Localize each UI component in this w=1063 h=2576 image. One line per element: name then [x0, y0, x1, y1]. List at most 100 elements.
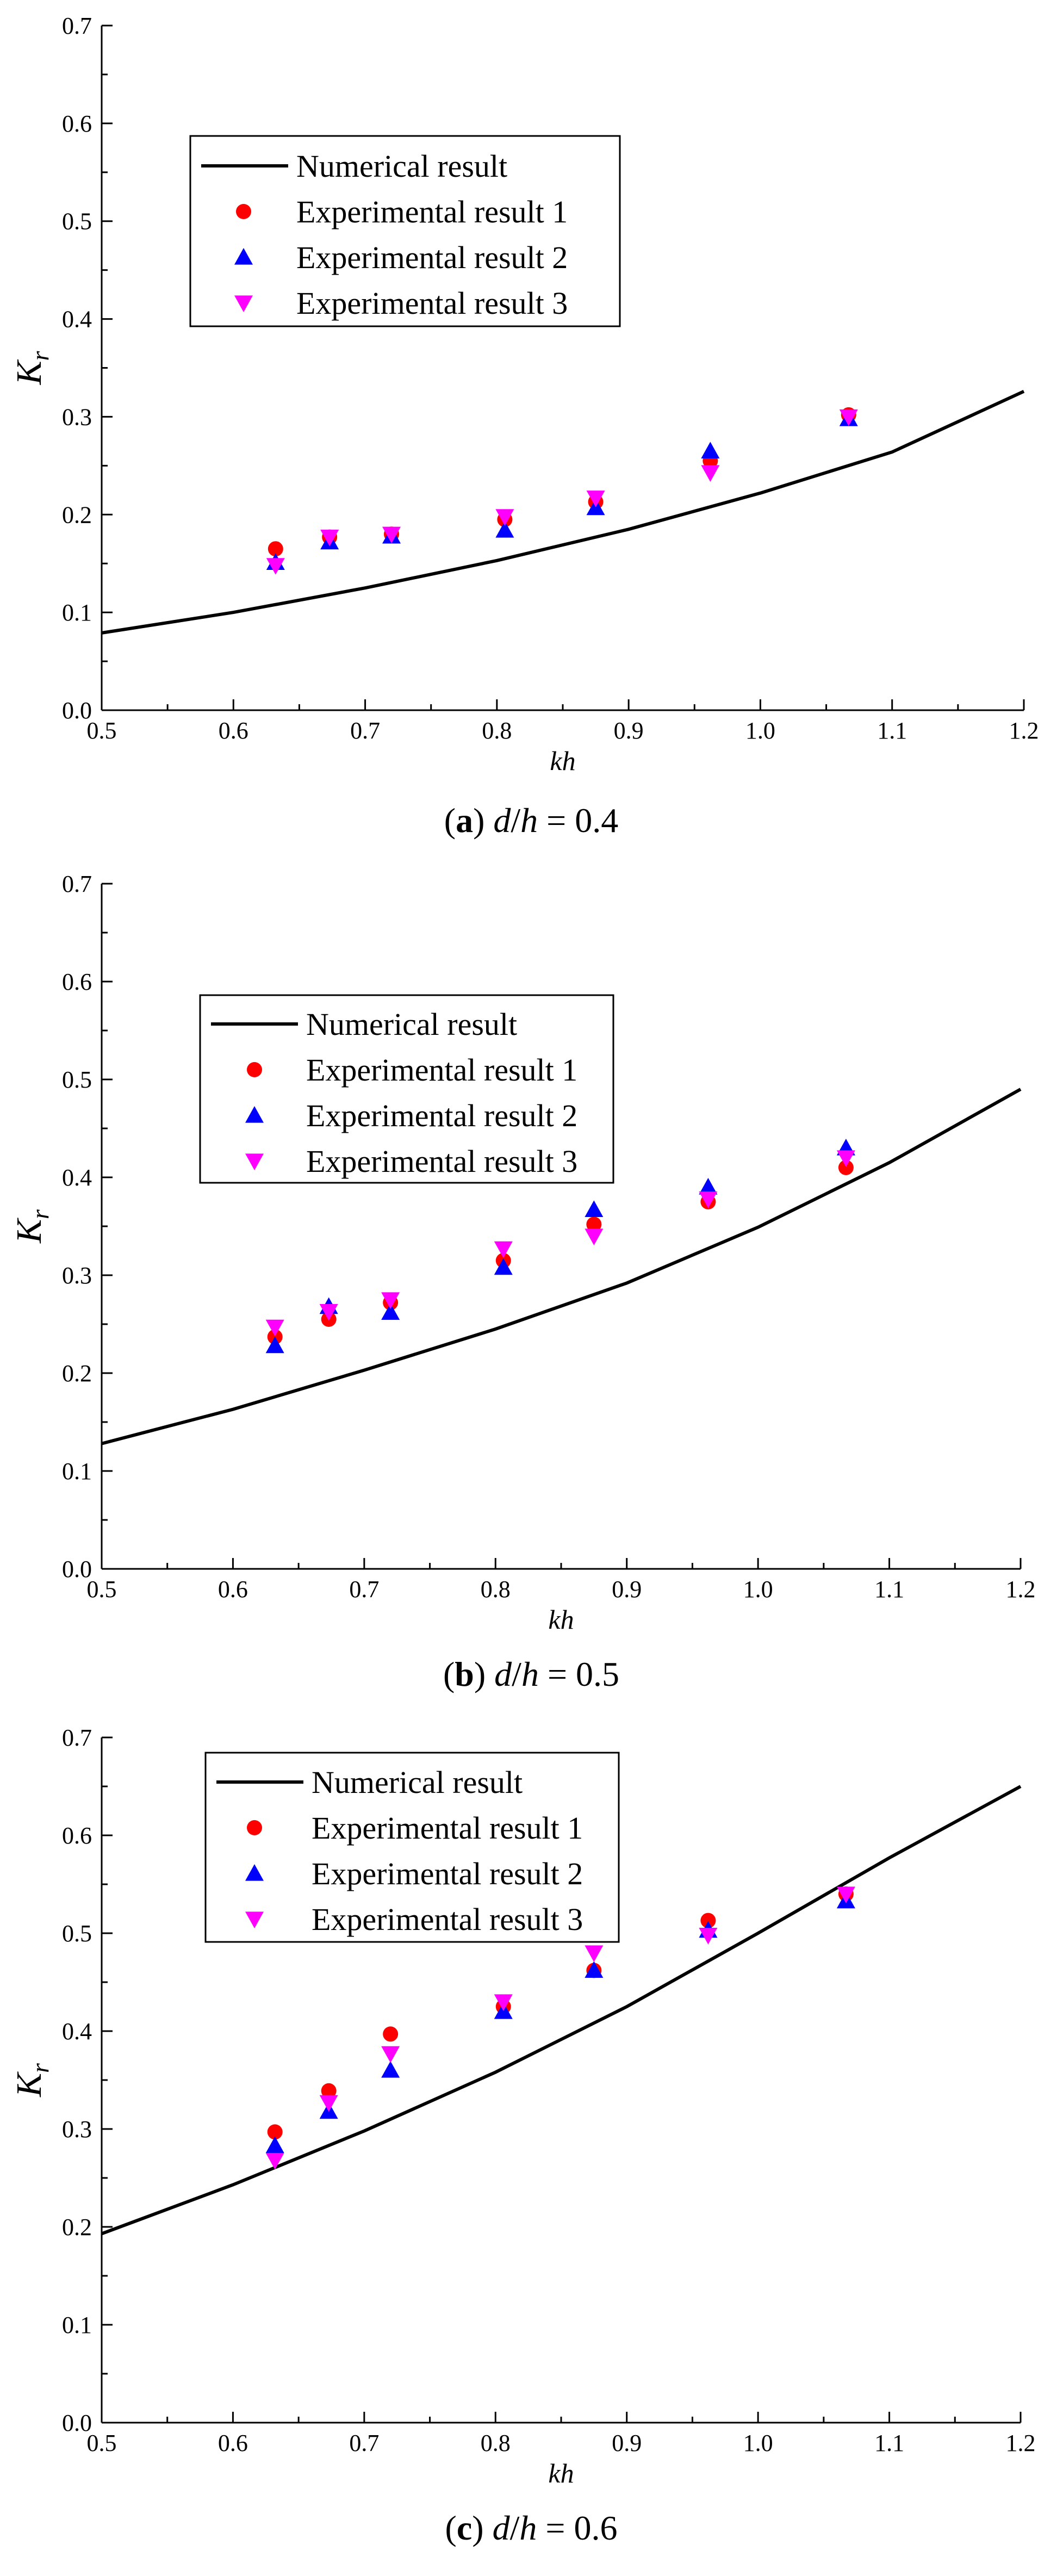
y-axis-title-main: K [9, 1218, 49, 1244]
experimental-result-3-point [836, 1150, 855, 1167]
x-tick-label: 0.6 [218, 2430, 248, 2456]
y-tick-label: 0.7 [62, 871, 92, 897]
chart-panel-b: 0.5 0.6 0.7 0.8 0.9 1.0 1.1 1.2 0.0 0.1 0.2 0.3 0.4 0… [9, 871, 1036, 1693]
y-axis-title-subscript: r [26, 350, 54, 361]
y-axis-title-subscript: r [26, 2063, 54, 2073]
experimental-result-3-point [381, 2046, 400, 2063]
legend-swatch-experimental-2 [245, 1864, 264, 1881]
caption-panel-letter: b [455, 1655, 474, 1693]
panel-caption: (c) d/h = 0.6 [445, 2509, 618, 2547]
legend-box [199, 994, 614, 1184]
x-tick-label: 0.6 [219, 717, 248, 744]
y-tick-label: 0.5 [62, 1066, 92, 1093]
legend-box [189, 135, 621, 327]
y-tick-label: 0.6 [62, 969, 92, 995]
experimental-result-2-point [494, 1258, 513, 1275]
experimental-result-1-point [267, 2124, 283, 2140]
x-tick-label: 0.7 [350, 717, 380, 744]
x-tick-label: 1.0 [743, 1576, 773, 1603]
experimental-result-2-point [495, 521, 514, 538]
experimental-result-2-point [265, 1336, 284, 1354]
experimental-result-2-point [701, 442, 720, 458]
caption-variable: d [493, 2509, 511, 2547]
legend-swatch-experimental-1 [236, 204, 251, 219]
x-tick-label: 1.2 [1009, 717, 1039, 744]
caption-paren-close: ) [474, 1655, 494, 1693]
experimental-result-2-point [699, 1178, 718, 1195]
x-tick-label: 1.0 [743, 2430, 773, 2456]
experimental-result-3-point [319, 2095, 338, 2112]
caption-value: = 0.6 [545, 2509, 617, 2547]
y-axis-title-subscript: r [26, 1209, 54, 1219]
y-tick-label: 0.1 [62, 2312, 92, 2338]
x-tick-label: 1.1 [874, 1576, 904, 1603]
experimental-result-2-point [585, 1961, 604, 1978]
experimental-result-2-point [381, 2061, 400, 2078]
caption-slash: / [512, 1655, 521, 1693]
chart-panel-a: 0.5 0.6 0.7 0.8 0.9 1.0 1.1 1.2 0.0 0.1 0.2 0.3 0.4 0… [9, 13, 1039, 840]
y-tick-label: 0.1 [62, 1458, 92, 1485]
experimental-result-3-point [839, 409, 858, 426]
y-tick-label: 0.5 [62, 208, 92, 235]
caption-variable: d [493, 801, 511, 840]
numerical-result-line [101, 389, 1025, 635]
caption-denominator: h [519, 2509, 537, 2547]
legend-swatch-experimental-2 [234, 248, 253, 265]
y-axis-title: Kr [9, 1209, 54, 1244]
legend-swatch-experimental-1 [247, 1820, 262, 1835]
caption-denominator: h [520, 801, 538, 840]
experimental-result-3-point [494, 1994, 513, 2011]
y-tick-label: 0.3 [62, 404, 92, 430]
y-tick-label: 0.2 [62, 501, 92, 528]
chart-panel-c: 0.5 0.6 0.7 0.8 0.9 1.0 1.1 1.2 0.0 0.1 0.2 0.3 0.4 0… [9, 1724, 1036, 2547]
legend-label: Experimental result 3 [312, 1902, 583, 1937]
y-tick-label: 0.2 [62, 2214, 92, 2240]
y-tick-label: 0.0 [62, 1556, 92, 1582]
y-tick-label: 0.7 [62, 13, 92, 39]
experimental-result-3-point [320, 530, 339, 547]
experimental-result-1-point [700, 1913, 716, 1928]
x-tick-label: 0.9 [612, 1576, 642, 1603]
experimental-result-3-point [265, 2153, 284, 2170]
caption-paren-open: ( [445, 2509, 457, 2547]
legend: Numerical result Experimental result 1 Exp… [204, 1752, 620, 1943]
caption-variable: d [494, 1655, 512, 1693]
x-tick-label: 0.5 [87, 2430, 117, 2456]
y-tick-label: 0.0 [62, 697, 92, 724]
experimental-result-3-point [699, 1191, 718, 1208]
experimental-result-3-point [266, 558, 285, 575]
y-tick-label: 0.2 [62, 1360, 92, 1387]
experimental-result-2-point [381, 1303, 400, 1320]
y-tick-label: 0.3 [62, 1262, 92, 1289]
experimental-result-3-point [585, 1228, 604, 1245]
x-axis-title: kh [548, 2458, 574, 2488]
experimental-result-3-point [319, 1304, 338, 1321]
caption-panel-letter: c [457, 2509, 472, 2547]
legend-label: Experimental result 1 [306, 1052, 577, 1088]
experimental-result-3-point [585, 1945, 604, 1962]
legend-label: Numerical result [306, 1007, 517, 1042]
experimental-result-3-point [494, 1241, 513, 1258]
caption-value: = 0.4 [546, 801, 618, 840]
y-tick-label: 0.1 [62, 599, 92, 626]
caption-panel-letter: a [456, 801, 473, 840]
experimental-result-1-point [383, 2026, 399, 2042]
x-tick-label: 0.8 [481, 2430, 511, 2456]
x-tick-label: 1.1 [874, 2430, 904, 2456]
legend: Numerical result Experimental result 1 Exp… [189, 135, 621, 327]
experimental-result-3-point [699, 1928, 718, 1945]
x-tick-label: 1.2 [1006, 2430, 1036, 2456]
numerical-result-line [101, 1088, 1022, 1445]
experimental-result-3-point [381, 1292, 400, 1309]
panel-caption: (a) d/h = 0.4 [444, 801, 619, 840]
x-tick-label: 1.1 [877, 717, 907, 744]
caption-paren-open: ( [443, 1655, 455, 1693]
caption-slash: / [511, 801, 520, 840]
legend-box [204, 1752, 620, 1943]
experimental-result-1-point [268, 541, 283, 557]
x-axis-title: kh [550, 746, 575, 776]
x-tick-label: 0.5 [87, 717, 117, 744]
caption-spacer [539, 1655, 548, 1693]
y-tick-label: 0.5 [62, 1920, 92, 1947]
